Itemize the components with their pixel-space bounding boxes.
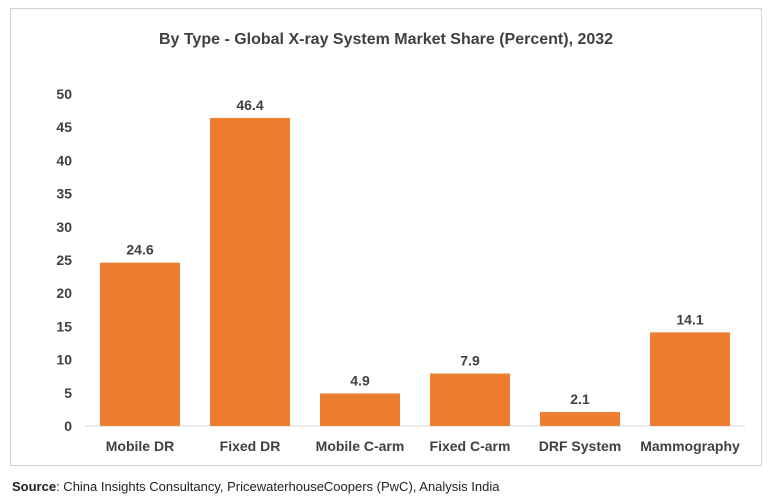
y-tick-label: 35 [56,186,72,202]
x-tick-label: Fixed DR [220,438,281,454]
bar-fixed-c-arm [430,373,510,426]
chart-title: By Type - Global X-ray System Market Sha… [158,31,614,48]
y-tick-label: 45 [56,119,72,135]
bar-fixed-dr [210,117,290,427]
y-tick-label: 50 [56,86,72,102]
y-tick-label: 10 [56,352,72,368]
y-tick-label: 20 [56,285,72,301]
x-tick-label: Fixed C-arm [430,438,511,454]
bar-chart: 0 5 10 15 20 25 30 35 40 45 50 24.6 Mobile DR 46.4 Fix… [56,86,745,454]
data-label: 7.9 [460,353,480,369]
data-label: 4.9 [350,372,370,388]
bar-mammography [650,332,730,426]
y-tick-label: 5 [64,385,72,401]
y-tick-label: 0 [64,418,72,434]
data-label: 14.1 [676,311,703,327]
x-tick-label: Mobile C-arm [316,438,405,454]
x-tick-label: DRF System [539,438,621,454]
bar-mobile-c-arm [320,393,400,426]
y-tick-label: 30 [56,219,72,235]
data-label: 46.4 [236,97,263,113]
y-tick-label: 40 [56,152,72,168]
source-label: Source [12,479,57,494]
x-tick-label: Mammography [640,438,740,454]
y-tick-label: 25 [56,252,72,268]
y-tick-label: 15 [56,318,72,334]
bar-mobile-dr [100,262,180,426]
source-text: : China Insights Consultancy, Pricewater… [56,479,500,494]
source-note: Source: China Insights Consultancy, Pric… [12,479,500,494]
x-tick-label: Mobile DR [106,438,174,454]
bar-drf-system [540,412,620,426]
data-label: 24.6 [126,242,153,258]
data-label: 2.1 [570,391,590,407]
